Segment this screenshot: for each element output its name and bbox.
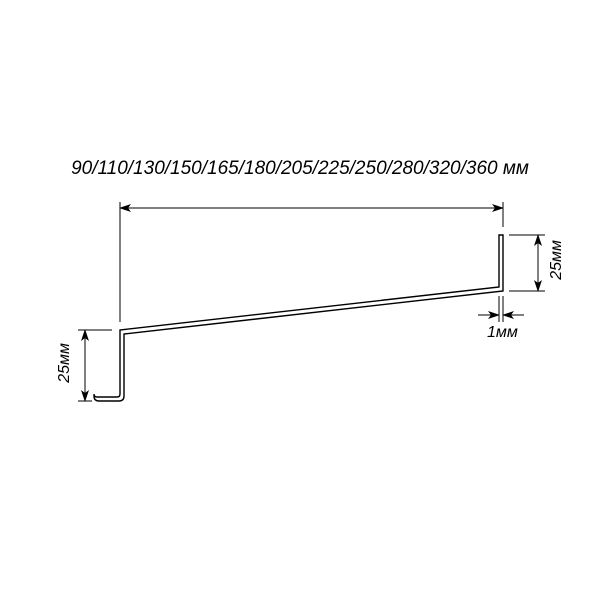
thickness-label: 1мм bbox=[487, 324, 518, 342]
technical-drawing bbox=[0, 0, 600, 600]
width-dimension bbox=[120, 202, 503, 322]
profile-shape bbox=[94, 235, 503, 401]
right-height-label: 25мм bbox=[548, 240, 566, 280]
left-height-dimension bbox=[78, 330, 112, 401]
thickness-dimension bbox=[478, 296, 524, 322]
left-height-label: 25мм bbox=[56, 343, 74, 383]
right-height-dimension bbox=[509, 235, 545, 291]
width-options-label: 90/110/130/150/165/180/205/225/250/280/3… bbox=[0, 158, 600, 180]
